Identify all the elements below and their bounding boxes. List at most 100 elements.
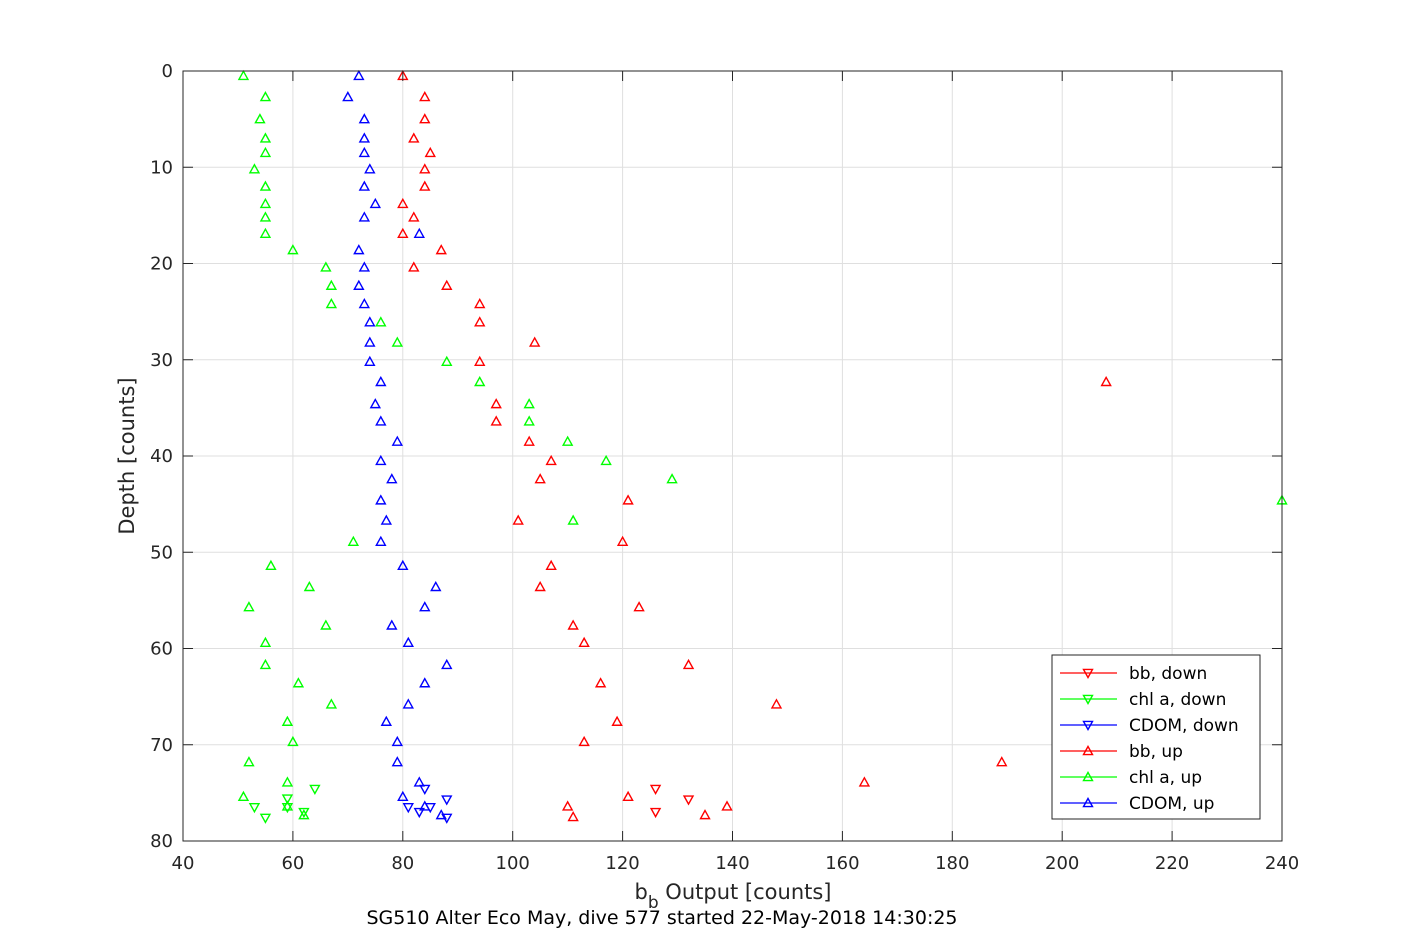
data-point — [391, 756, 403, 767]
data-point — [292, 677, 305, 688]
x-axis-title-subscript: b — [648, 893, 659, 913]
data-point — [567, 810, 579, 822]
data-point — [545, 559, 557, 571]
data-point — [545, 454, 557, 466]
data-point — [600, 454, 612, 466]
data-point — [534, 580, 546, 592]
x-tick-label: 80 — [391, 853, 414, 874]
legend-marker — [1082, 771, 1094, 782]
data-point — [259, 197, 272, 209]
legend-label: CDOM, up — [1129, 794, 1214, 814]
data-point — [441, 658, 453, 670]
data-point — [259, 132, 272, 143]
legend-entry: bb, down — [1060, 664, 1207, 684]
data-point — [419, 91, 431, 102]
data-point — [353, 69, 365, 81]
data-point — [325, 279, 338, 290]
data-point — [770, 698, 783, 709]
data-point — [419, 677, 431, 688]
data-point — [243, 601, 255, 612]
data-point — [649, 784, 662, 795]
data-point — [633, 601, 645, 612]
data-point — [1100, 375, 1112, 387]
data-point — [259, 813, 272, 824]
data-point — [353, 279, 365, 290]
data-point — [474, 375, 486, 387]
data-point — [419, 163, 431, 174]
legend-marker — [1082, 797, 1094, 808]
data-point — [474, 355, 486, 366]
x-tick-label: 40 — [172, 853, 195, 874]
data-point — [298, 807, 310, 819]
y-tick-labels: 0 10 20 30 40 50 60 70 80 — [150, 61, 173, 852]
data-point — [281, 715, 294, 726]
data-point — [375, 316, 387, 327]
data-point — [402, 636, 414, 648]
data-point — [441, 355, 453, 366]
data-point — [699, 809, 711, 820]
data-point — [287, 735, 299, 747]
data-point — [375, 415, 387, 426]
data-point — [380, 514, 393, 525]
x-axis-title-rest: Output [counts] — [659, 880, 832, 904]
data-point — [358, 297, 371, 309]
data-point — [474, 316, 486, 327]
legend: bb, down chl a, down CDOM, down bb, up chl a… — [1051, 654, 1261, 820]
legend-marker — [1082, 745, 1094, 756]
data-point — [375, 454, 387, 466]
data-point — [358, 180, 371, 191]
series-chl-a-down — [248, 784, 321, 824]
data-point — [561, 435, 574, 446]
y-tick-label: 40 — [150, 446, 173, 467]
data-point — [419, 800, 431, 811]
x-tick-label: 220 — [1155, 853, 1189, 874]
data-point — [578, 735, 590, 747]
y-axis-title: Depth [counts] — [115, 377, 139, 534]
data-point — [259, 91, 272, 102]
data-point — [435, 244, 447, 255]
data-point — [320, 619, 332, 630]
data-point — [243, 756, 255, 767]
y-tick-label: 80 — [150, 831, 173, 852]
data-point — [413, 807, 425, 819]
legend-marker — [1082, 694, 1094, 705]
data-point — [419, 180, 431, 191]
data-point — [419, 113, 431, 124]
legend-label: bb, down — [1129, 664, 1207, 684]
data-point — [858, 776, 871, 787]
legend-label: CDOM, down — [1129, 716, 1239, 736]
data-point — [281, 794, 294, 805]
data-point — [364, 316, 376, 327]
legend-entry: chl a, up — [1060, 768, 1202, 788]
x-tick-label: 140 — [715, 853, 749, 874]
data-point — [402, 803, 414, 814]
data-points — [237, 69, 1288, 824]
data-point — [364, 336, 376, 347]
data-point — [342, 91, 354, 102]
data-point — [391, 435, 403, 446]
series-bb-down — [649, 784, 695, 819]
data-point — [402, 698, 414, 709]
data-point — [248, 803, 261, 814]
data-point — [594, 677, 607, 688]
data-point — [281, 776, 294, 787]
data-point — [358, 113, 371, 124]
data-point — [259, 180, 272, 191]
data-point — [408, 261, 420, 272]
data-point — [512, 514, 524, 525]
data-point — [375, 494, 387, 505]
data-point — [259, 227, 272, 238]
data-point — [325, 297, 338, 309]
legend-label: chl a, down — [1129, 690, 1226, 710]
x-tick-labels: 40 60 80 100 120 140 160 180 200 220 240 — [172, 853, 1300, 874]
data-point — [397, 559, 409, 571]
data-point — [259, 146, 272, 158]
data-point — [622, 790, 634, 802]
data-point — [298, 809, 310, 820]
data-point — [424, 146, 436, 158]
data-point — [347, 535, 360, 546]
y-tick-label: 30 — [150, 350, 173, 371]
data-point — [391, 735, 403, 747]
x-tick-label: 160 — [825, 853, 859, 874]
x-tick-label: 180 — [935, 853, 969, 874]
